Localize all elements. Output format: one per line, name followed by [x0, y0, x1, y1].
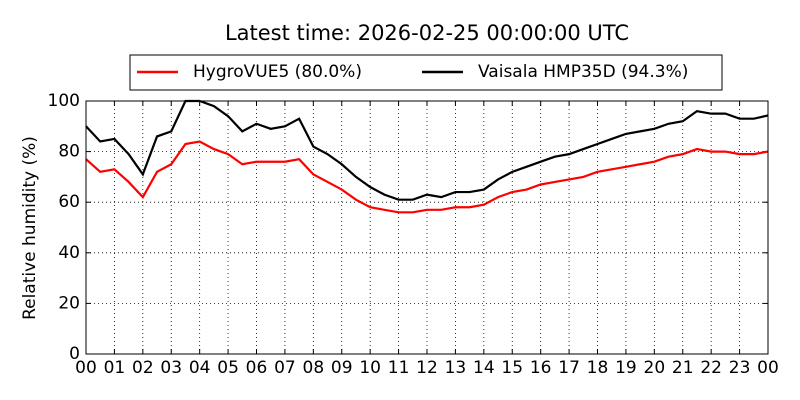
plot-frame	[85, 100, 769, 355]
x-tick-label: 14	[473, 358, 495, 378]
y-tick-label: 60	[58, 192, 80, 212]
x-tick-label: 05	[217, 358, 239, 378]
chart-title: Latest time: 2026-02-25 00:00:00 UTC	[225, 21, 629, 45]
x-tick-label: 00	[75, 358, 97, 378]
x-tick-label: 12	[416, 358, 438, 378]
x-tick-label: 09	[331, 358, 353, 378]
x-tick-label: 21	[672, 358, 694, 378]
y-tick-label: 0	[69, 344, 80, 364]
x-tick-label: 08	[303, 358, 325, 378]
x-tick-label: 10	[359, 358, 381, 378]
x-tick-label: 01	[104, 358, 126, 378]
y-tick-label: 80	[58, 142, 80, 162]
y-tick-label: 100	[48, 91, 80, 111]
x-tick-label: 02	[132, 358, 154, 378]
data-line	[85, 140, 769, 214]
x-tick-label: 17	[558, 358, 580, 378]
legend-label: HygroVUE5 (80.0%)	[193, 62, 362, 82]
y-axis-label: Relative humidity (%)	[20, 136, 40, 320]
x-tick-label: 03	[160, 358, 182, 378]
x-tick-label: 20	[644, 358, 666, 378]
x-tick-label: 18	[587, 358, 609, 378]
x-tick-label: 13	[445, 358, 467, 378]
y-tick-label: 20	[58, 293, 80, 313]
legend-box	[129, 54, 723, 91]
legend-label: Vaisala HMP35D (94.3%)	[478, 62, 688, 82]
x-tick-label: 23	[729, 358, 751, 378]
x-tick-label: 04	[189, 358, 211, 378]
x-tick-label: 15	[501, 358, 523, 378]
x-tick-label: 07	[274, 358, 296, 378]
x-tick-label: 19	[615, 358, 637, 378]
y-tick-label: 40	[58, 243, 80, 263]
x-tick-label: 11	[388, 358, 410, 378]
x-tick-label: 00	[757, 358, 779, 378]
x-tick-label: 16	[530, 358, 552, 378]
x-tick-label: 06	[246, 358, 268, 378]
x-tick-label: 22	[700, 358, 722, 378]
